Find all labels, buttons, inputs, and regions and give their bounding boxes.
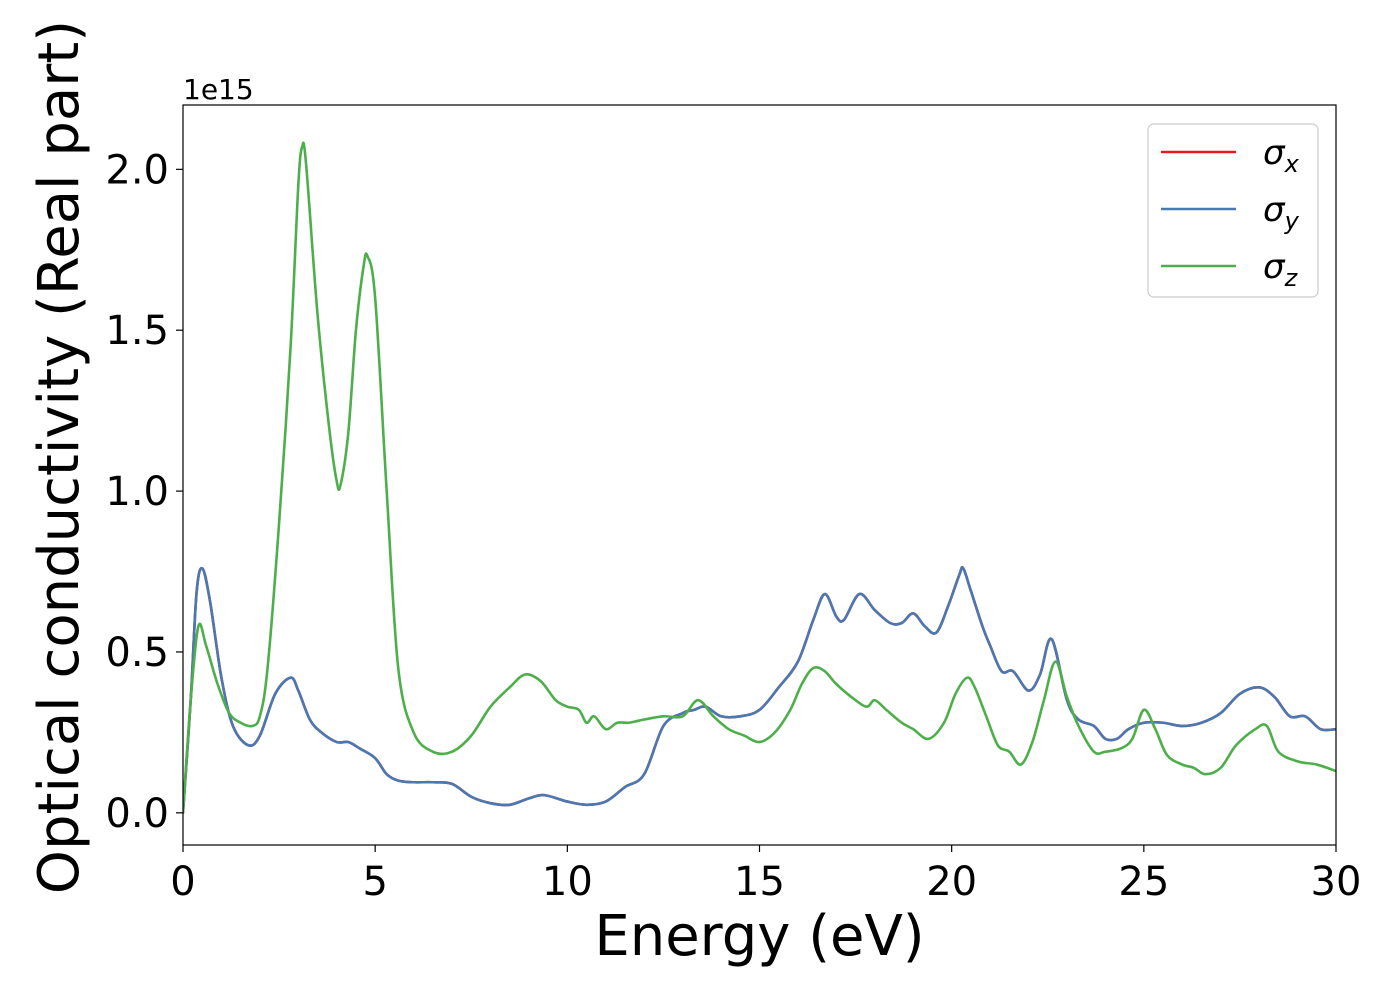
y-tick-label: 0.0 <box>105 791 169 837</box>
y-tick-label: 2.0 <box>105 147 169 193</box>
x-tick-label: 10 <box>542 859 593 905</box>
legend-label-y: σy <box>1263 190 1300 235</box>
y-axis-offset-label: 1e15 <box>183 73 254 106</box>
y-axis-title: Optical conductivity (Real part) <box>27 20 92 894</box>
y-tick-label: 1.5 <box>105 308 169 354</box>
x-tick-label: 25 <box>1118 859 1169 905</box>
x-axis-ticks: 0 5 10 15 20 25 30 <box>170 845 1361 905</box>
legend-box <box>1147 123 1319 298</box>
series-line-z <box>183 141 1336 815</box>
x-tick-label: 5 <box>362 859 387 905</box>
plot-area <box>183 141 1336 815</box>
y-tick-label: 1.0 <box>105 469 169 515</box>
x-tick-label: 15 <box>734 859 785 905</box>
y-axis-ticks: 0.0 0.5 1.0 1.5 2.0 <box>105 147 183 837</box>
y-tick-label: 0.5 <box>105 630 169 676</box>
legend-label-x: σx <box>1263 133 1300 178</box>
x-tick-label: 0 <box>170 859 195 905</box>
x-axis-title: Energy (eV) <box>594 904 924 969</box>
x-tick-label: 20 <box>926 859 977 905</box>
series-line-y <box>183 565 1336 815</box>
x-tick-label: 30 <box>1311 859 1362 905</box>
